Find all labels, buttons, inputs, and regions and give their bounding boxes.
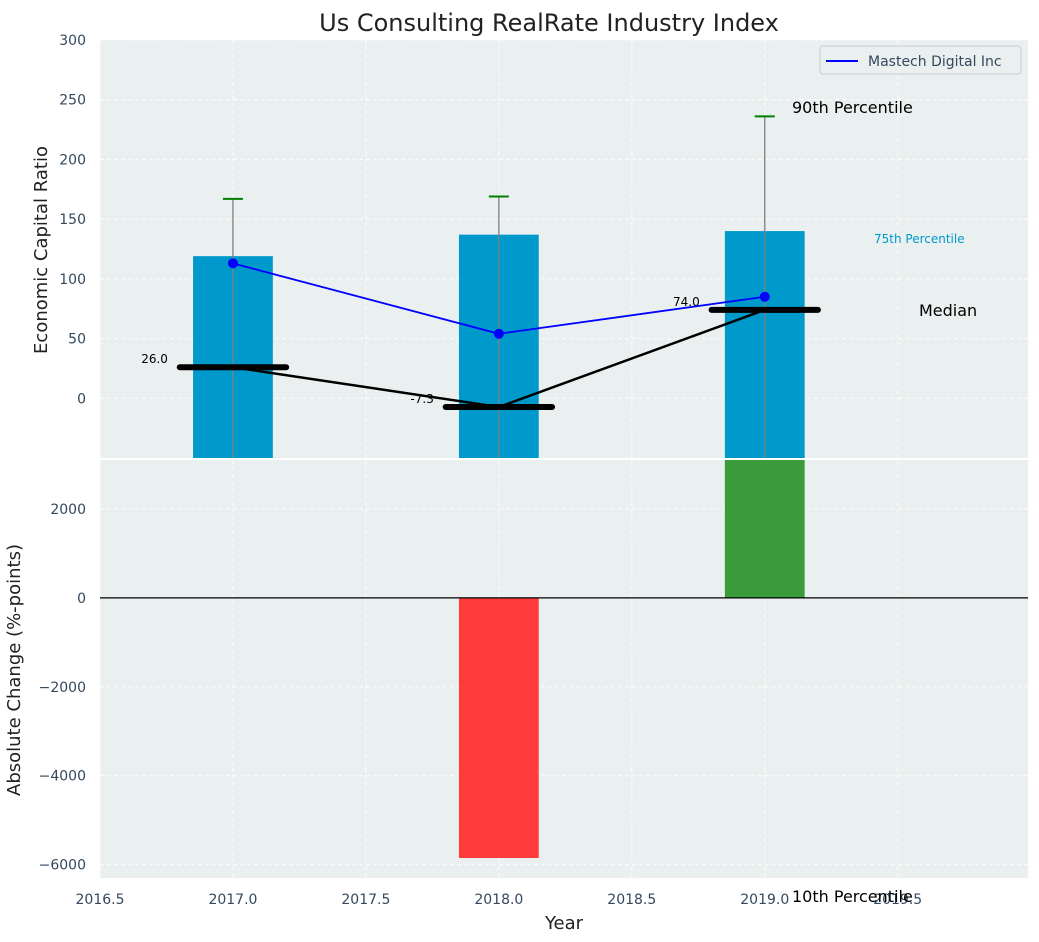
bottom-plot-area [100, 460, 1028, 878]
top-panel: 0 50 100 150 200 250 300 26.0 -7.3 74.0 90th Per… [31, 33, 1028, 458]
change-bar [458, 597, 539, 858]
top-y-tick-label: 250 [59, 93, 86, 109]
company-point [759, 291, 770, 302]
median-annotation: Median [919, 301, 977, 320]
top-y-tick-label: 0 [77, 391, 86, 407]
median-value-label: -7.3 [410, 392, 433, 406]
p90-annotation: 90th Percentile [792, 98, 913, 117]
bottom-y-axis-label: Absolute Change (%-points) [4, 544, 25, 796]
top-y-tick-label: 300 [59, 33, 86, 49]
x-tick-label: 2018.5 [607, 892, 656, 908]
p10-annotation: 10th Percentile [792, 887, 913, 906]
x-tick-label: 2016.5 [76, 892, 125, 908]
percentile-annotations: 90th Percentile 75th Percentile Median [792, 98, 977, 320]
company-point [227, 258, 238, 269]
bottom-y-tick-label: −2000 [39, 680, 86, 696]
percentile-errorbars [222, 115, 775, 458]
median-value-label: 26.0 [141, 352, 168, 366]
median-series: 26.0 -7.3 74.0 [141, 295, 821, 411]
change-bar [724, 460, 805, 598]
bottom-y-tick-label: 2000 [50, 502, 86, 518]
bottom-y-tick-label: 0 [77, 591, 86, 607]
x-tick-labels: 2016.5 2017.0 2017.5 2018.0 2018.5 2019.0 2019… [76, 892, 923, 908]
company-point [493, 328, 504, 339]
legend: Mastech Digital Inc [819, 45, 1022, 75]
company-line-series [227, 258, 770, 339]
bottom-y-tick-label: −6000 [39, 858, 86, 874]
top-y-tick-label: 100 [59, 272, 86, 288]
median-value-label: 74.0 [673, 295, 700, 309]
x-tick-label: 2017.5 [341, 892, 390, 908]
top-y-axis-label: Economic Capital Ratio [31, 146, 52, 354]
change-bars [458, 460, 805, 858]
p75-annotation: 75th Percentile [874, 232, 965, 246]
top-y-tick-label: 150 [59, 212, 86, 228]
x-axis-label: Year [544, 913, 584, 934]
legend-box [819, 45, 1022, 75]
bottom-y-tick-labels: −6000 −4000 −2000 0 2000 [39, 502, 86, 874]
top-y-tick-label: 50 [68, 332, 86, 348]
top-y-tick-labels: 0 50 100 150 200 250 300 [59, 33, 86, 407]
bottom-y-tick-label: −4000 [39, 769, 86, 785]
x-tick-label: 2018.0 [474, 892, 523, 908]
x-tick-label: 2019.5 [873, 892, 922, 908]
x-tick-label: 2019.0 [740, 892, 789, 908]
chart-title: Us Consulting RealRate Industry Index [319, 9, 779, 37]
top-y-tick-label: 200 [59, 152, 86, 168]
x-tick-label: 2017.0 [208, 892, 257, 908]
legend-label: Mastech Digital Inc [868, 54, 1002, 70]
